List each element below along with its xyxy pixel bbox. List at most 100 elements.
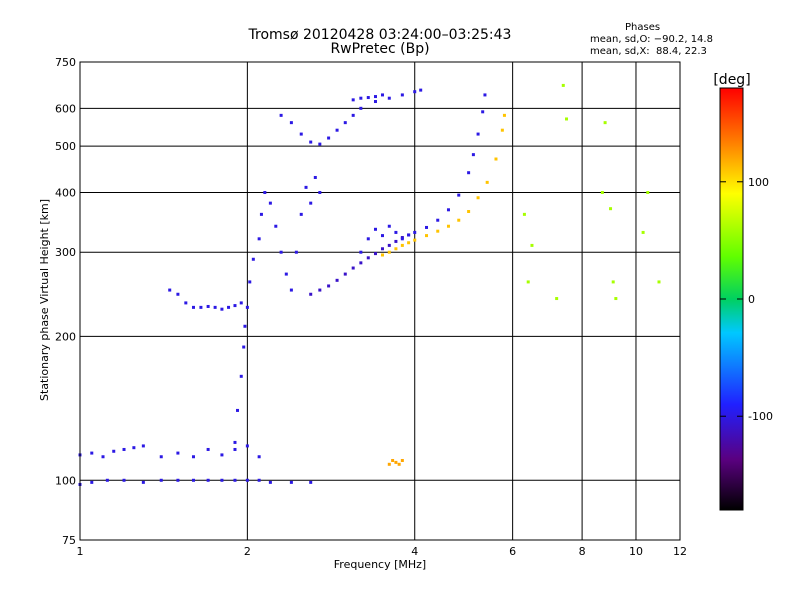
series-stray-points: [522, 83, 661, 301]
data-point: [289, 480, 293, 484]
data-point: [213, 305, 217, 309]
data-point: [565, 117, 569, 121]
data-point: [318, 288, 322, 292]
data-point: [366, 256, 370, 260]
data-point: [425, 234, 429, 238]
data-point: [467, 171, 471, 175]
data-point: [112, 449, 116, 453]
data-point: [233, 440, 237, 444]
y-tick-label: 200: [55, 330, 76, 343]
phases-label: Phases: [625, 22, 661, 33]
colorbar-tick-label: 0: [748, 293, 755, 306]
data-point: [141, 480, 145, 484]
data-point: [391, 458, 395, 462]
data-point: [289, 288, 293, 292]
phases-mean-o: mean, sd,O: −90.2, 14.8: [590, 34, 713, 45]
data-point: [373, 252, 377, 256]
data-point: [257, 237, 261, 241]
data-point: [233, 478, 237, 482]
data-point: [603, 121, 607, 125]
data-point: [397, 462, 401, 466]
data-point: [220, 453, 224, 457]
data-point: [327, 136, 331, 140]
data-point: [299, 132, 303, 136]
data-point: [359, 106, 363, 110]
y-axis-ticks: 75 100 200 300 400 500 600 750: [55, 56, 76, 547]
data-point: [220, 478, 224, 482]
series-F-upper-top: [351, 93, 384, 102]
data-point: [400, 237, 404, 241]
series-F-upper-cusp: [279, 88, 423, 146]
data-point: [122, 447, 126, 451]
data-point: [294, 250, 298, 254]
data-point: [380, 234, 384, 238]
data-point: [646, 190, 650, 194]
data-point: [457, 218, 461, 222]
y-tick-label: 300: [55, 246, 76, 259]
x-axis-ticks: 1 2 4 6 8 10 12: [77, 545, 688, 558]
colorbar-tick-label: 100: [748, 176, 769, 189]
data-point: [343, 272, 347, 276]
data-point: [233, 447, 237, 451]
data-point: [380, 93, 384, 97]
x-tick-label: 8: [579, 545, 586, 558]
chart-title: Tromsø 20120428 03:24:00–03:25:43: [248, 27, 512, 43]
x-tick-label: 10: [629, 545, 643, 558]
data-point: [304, 185, 308, 189]
data-point: [561, 83, 565, 87]
data-point: [313, 175, 317, 179]
series-F-ledge: [168, 288, 243, 311]
data-point: [191, 305, 195, 309]
data-point: [206, 304, 210, 308]
data-point: [309, 201, 313, 205]
data-point: [502, 113, 506, 117]
data-point: [494, 157, 498, 161]
colorbar-label: [deg]: [713, 72, 750, 88]
data-point: [366, 96, 370, 100]
data-point: [132, 446, 136, 450]
data-point: [373, 100, 377, 104]
chart-subtitle: RwPretec (Bp): [330, 41, 430, 57]
data-point: [387, 250, 391, 254]
data-point: [279, 113, 283, 117]
data-point: [309, 480, 313, 484]
data-point: [159, 478, 163, 482]
data-point: [274, 224, 278, 228]
y-tick-label: 750: [55, 56, 76, 69]
data-point: [284, 272, 288, 276]
grid: [79, 61, 681, 541]
x-tick-label: 12: [673, 545, 687, 558]
x-tick-label: 2: [244, 545, 251, 558]
data-point: [351, 113, 355, 117]
data-point: [268, 201, 272, 205]
data-point: [309, 292, 313, 296]
data-point: [380, 247, 384, 251]
data-point: [387, 224, 391, 228]
x-tick-label: 4: [411, 545, 418, 558]
data-point: [611, 280, 615, 284]
data-point: [236, 408, 240, 412]
y-tick-label: 400: [55, 186, 76, 199]
data-point: [318, 142, 322, 146]
data-point: [471, 153, 475, 157]
data-point: [641, 230, 645, 234]
x-axis-label: Frequency [MHz]: [334, 558, 426, 571]
data-points: [78, 83, 661, 486]
data-point: [220, 307, 224, 311]
data-point: [318, 190, 322, 194]
data-point: [481, 110, 485, 114]
data-point: [159, 455, 163, 459]
data-point: [366, 237, 370, 241]
data-point: [614, 297, 618, 301]
data-point: [413, 90, 417, 94]
colorbar-ticks: 100 0 -100: [720, 176, 773, 423]
x-tick-label: 6: [509, 545, 516, 558]
data-point: [90, 480, 94, 484]
data-point: [184, 301, 188, 305]
data-point: [257, 455, 261, 459]
data-point: [335, 128, 339, 132]
data-point: [351, 266, 355, 270]
data-point: [522, 212, 526, 216]
data-point: [387, 96, 391, 100]
data-point: [394, 239, 398, 243]
